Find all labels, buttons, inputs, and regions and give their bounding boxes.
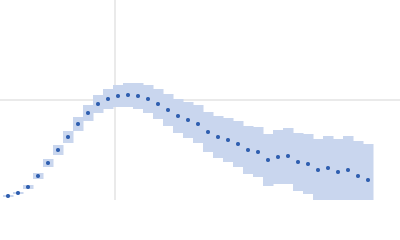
data-point [316,168,320,172]
data-point [46,161,50,165]
data-point [206,130,210,134]
error-band [363,144,374,200]
data-point [126,93,130,97]
data-point [306,162,310,166]
data-point [256,150,260,154]
error-band [353,141,364,200]
data-point [96,102,100,106]
data-point [56,148,60,152]
page: {"chart_data": {"type": "scatter", "x": … [0,0,400,200]
error-band [333,139,344,200]
data-point [266,158,270,162]
data-point [16,191,20,195]
data-point [136,94,140,98]
data-point [76,122,80,126]
data-point [146,97,150,101]
chart [0,0,400,200]
data-point [6,194,10,198]
data-point [176,114,180,118]
data-point [356,174,360,178]
data-point [366,178,370,182]
data-point [196,122,200,126]
data-point [276,155,280,159]
data-point [66,135,70,139]
data-point [166,108,170,112]
data-point [86,111,90,115]
data-point [286,154,290,158]
data-point [226,138,230,142]
error-band [343,136,354,200]
data-point [246,148,250,152]
data-point [156,102,160,106]
data-point [116,94,120,98]
data-point [216,135,220,139]
data-point [26,185,30,189]
data-point [186,118,190,122]
data-point [296,160,300,164]
data-point [236,142,240,146]
data-point [326,166,330,170]
data-point [336,170,340,174]
data-point [346,168,350,172]
data-point [106,97,110,101]
data-point [36,174,40,178]
